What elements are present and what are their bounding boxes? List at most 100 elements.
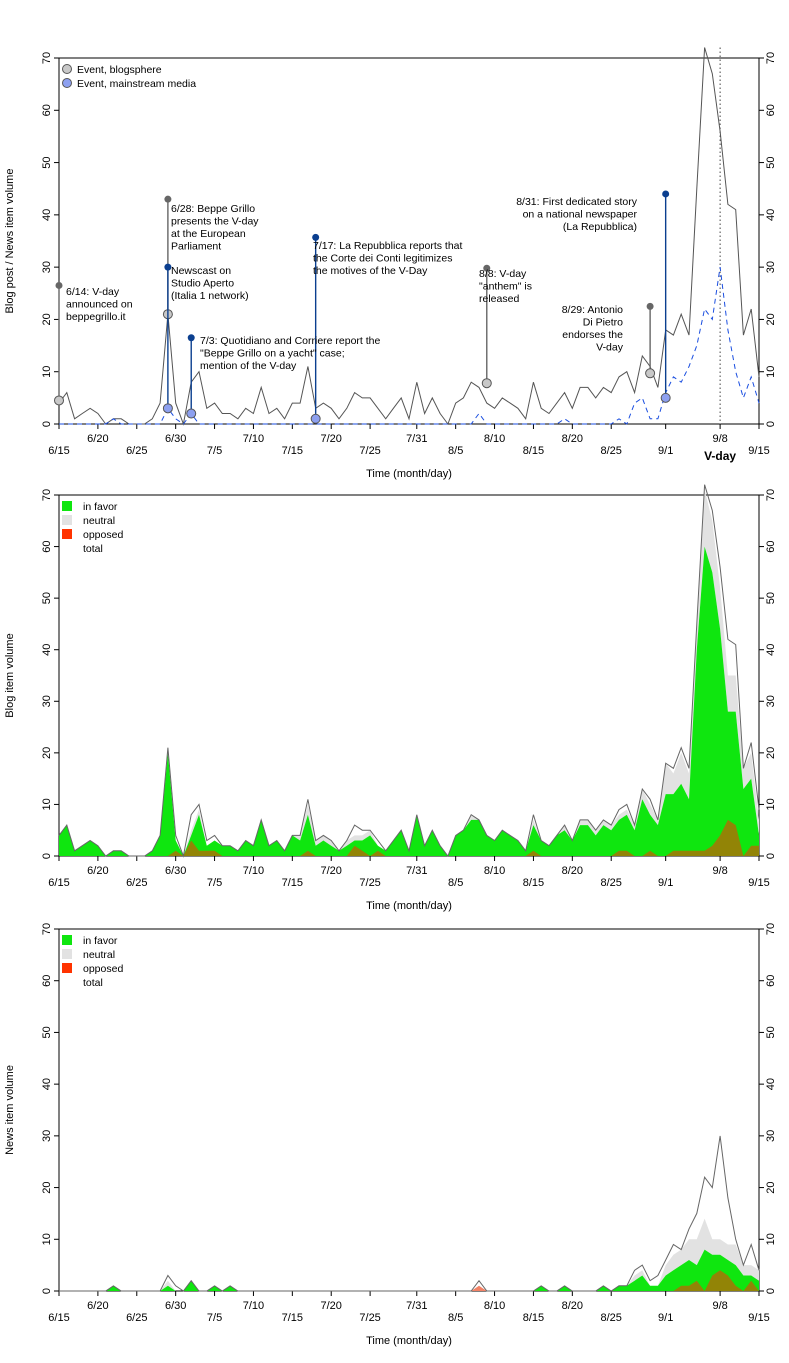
x-tick-label: 7/5 <box>207 445 222 457</box>
y-tick-label-left: 0 <box>41 853 53 859</box>
y-axis-label: News item volume <box>4 1065 16 1155</box>
x-tick-label: 7/5 <box>207 877 222 889</box>
event-top-dot <box>312 233 320 241</box>
event-label: beppegrillo.it <box>66 311 126 323</box>
y-tick-label-right: 40 <box>765 1078 777 1090</box>
line-total <box>59 1135 760 1292</box>
y-tick-label-left: 10 <box>41 1233 53 1245</box>
area-in-favor <box>59 1249 759 1291</box>
x-tick-label: 8/25 <box>601 877 622 889</box>
x-tick-label: 9/1 <box>658 877 673 889</box>
y-tick-label-left: 50 <box>41 156 53 168</box>
y-tick-label-left: 60 <box>41 975 53 987</box>
x-tick-label: 7/31 <box>406 433 427 445</box>
y-tick-label-left: 70 <box>41 52 53 64</box>
event-top-dot <box>662 190 670 198</box>
event-top-dot <box>646 302 654 310</box>
y-tick-label-left: 10 <box>41 798 53 810</box>
x-tick-label: 8/20 <box>562 433 583 445</box>
y-tick-label-right: 60 <box>765 975 777 987</box>
event-label: 6/14: V-day <box>66 286 120 298</box>
y-tick-label-left: 50 <box>41 1026 53 1038</box>
x-tick-label: 9/8 <box>712 865 727 877</box>
x-tick-label: 6/15 <box>48 445 69 457</box>
y-tick-label-right: 10 <box>765 1233 777 1245</box>
legend-label: Event, blogsphere <box>77 64 162 76</box>
x-tick-label: 8/15 <box>523 445 544 457</box>
area-neutral <box>59 1218 759 1291</box>
x-tick-label: 8/25 <box>601 445 622 457</box>
x-tick-label: 9/15 <box>748 1312 769 1324</box>
event-label: (Italia 1 network) <box>171 290 249 302</box>
legend-label: in favor <box>83 501 118 513</box>
y-tick-label-left: 40 <box>41 644 53 656</box>
panel-event-timeline: 0 0 10 10 20 20 30 30 40 40 50 50 60 60 70 70 Blog post … <box>4 47 777 480</box>
area-in-favor <box>59 546 759 856</box>
x-tick-label: 8/15 <box>523 1312 544 1324</box>
event-top-dot <box>483 264 491 272</box>
event-label: Di Pietro <box>583 317 623 329</box>
x-tick-label: 7/25 <box>359 445 380 457</box>
y-tick-label-right: 60 <box>765 104 777 116</box>
event-label: 8/8: V-day <box>479 268 527 280</box>
y-tick-label-right: 70 <box>765 923 777 935</box>
vday-label: V-day <box>704 449 736 463</box>
event-label: announced on <box>66 299 133 311</box>
legend-label: opposed <box>83 529 123 541</box>
x-axis-label: Time (month/day) <box>366 900 452 912</box>
plot-frame <box>58 928 760 1292</box>
y-tick-label-left: 30 <box>41 695 53 707</box>
legend-label: opposed <box>83 963 123 975</box>
x-tick-label: 6/30 <box>165 1300 186 1312</box>
event-label: Parliament <box>171 241 221 253</box>
y-axis-label: Blog post / News item volume <box>4 169 16 314</box>
y-tick-label-right: 10 <box>765 798 777 810</box>
x-tick-label: 7/31 <box>406 1300 427 1312</box>
event-label: Studio Aperto <box>171 278 234 290</box>
y-tick-label-left: 70 <box>41 923 53 935</box>
event-label: endorses the <box>562 329 623 341</box>
x-tick-label: 7/15 <box>282 1312 303 1324</box>
x-tick-label: 6/25 <box>126 877 147 889</box>
legend-label: in favor <box>83 935 118 947</box>
legend-swatch <box>62 963 72 973</box>
x-tick-label: 6/20 <box>87 1300 108 1312</box>
event-label: "anthem" is <box>479 281 532 293</box>
y-tick-label-left: 60 <box>41 104 53 116</box>
y-tick-label-right: 30 <box>765 695 777 707</box>
series-line-news <box>59 267 760 425</box>
y-tick-label-right: 0 <box>765 1288 777 1294</box>
y-tick-label-left: 60 <box>41 540 53 552</box>
event-top-dot <box>164 195 172 203</box>
x-tick-label: 8/20 <box>562 1300 583 1312</box>
x-tick-label: 7/20 <box>321 433 342 445</box>
legend-label: Event, mainstream media <box>77 78 196 90</box>
x-tick-label: 6/15 <box>48 1312 69 1324</box>
event-base-marker <box>162 403 173 414</box>
x-tick-label: 6/30 <box>165 865 186 877</box>
panel-blog-sentiment: 0 0 10 10 20 20 30 30 40 40 50 50 60 60 70 70 Blog item … <box>4 484 777 912</box>
event-base-marker <box>186 408 197 419</box>
x-tick-label: 6/25 <box>126 445 147 457</box>
legend-label: total <box>83 977 103 989</box>
legend-label: total <box>83 543 103 555</box>
x-tick-label: 7/15 <box>282 877 303 889</box>
x-tick-label: 9/15 <box>748 877 769 889</box>
x-tick-label: 7/10 <box>243 1300 264 1312</box>
x-tick-label: 6/20 <box>87 865 108 877</box>
event-label: 8/29: Antonio <box>562 304 623 316</box>
x-tick-label: 7/10 <box>243 433 264 445</box>
event-label: the Corte dei Conti legitimizes <box>313 253 452 265</box>
x-tick-label: 7/20 <box>321 865 342 877</box>
x-tick-label: 7/5 <box>207 1312 222 1324</box>
x-tick-label: 9/8 <box>712 433 727 445</box>
x-tick-label: 9/1 <box>658 445 673 457</box>
y-tick-label-left: 50 <box>41 592 53 604</box>
x-axis-label: Time (month/day) <box>366 468 452 480</box>
x-tick-label: 9/8 <box>712 1300 727 1312</box>
legend-marker <box>62 64 72 74</box>
x-tick-label: 7/15 <box>282 445 303 457</box>
y-tick-label-left: 40 <box>41 1078 53 1090</box>
event-label: mention of the V-day <box>200 360 297 372</box>
y-tick-label-left: 70 <box>41 489 53 501</box>
